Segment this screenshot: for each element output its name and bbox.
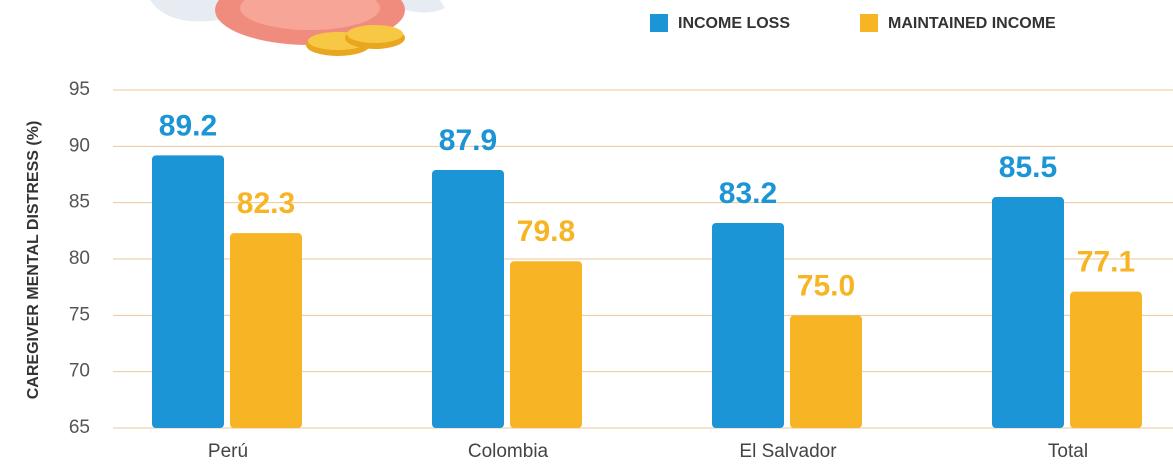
bar — [510, 261, 582, 428]
value-label: 79.8 — [517, 215, 575, 248]
bar — [230, 233, 302, 428]
legend-label: INCOME LOSS — [678, 15, 790, 32]
legend-swatch — [860, 14, 878, 32]
bar — [432, 169, 504, 428]
coin — [347, 25, 403, 43]
value-label: 82.3 — [237, 187, 295, 220]
y-tick-label: 65 — [69, 417, 90, 438]
piggy-highlight — [240, 0, 380, 30]
value-label: 85.5 — [999, 151, 1057, 184]
value-label: 87.9 — [439, 124, 497, 157]
y-axis-label: CAREGIVER MENTAL DISTRESS (%) — [25, 121, 42, 400]
y-tick-label: 85 — [69, 192, 90, 213]
bar — [992, 197, 1064, 428]
y-tick-label: 80 — [69, 248, 90, 269]
value-label: 83.2 — [719, 177, 777, 210]
y-tick-label: 90 — [69, 135, 90, 156]
x-tick-label: Total — [1048, 441, 1088, 462]
y-tick-label: 70 — [69, 361, 90, 382]
x-tick-label: El Salvador — [739, 441, 837, 462]
x-tick-label: Perú — [208, 441, 248, 462]
value-label: 75.0 — [797, 269, 855, 302]
legend-swatch — [650, 14, 668, 32]
value-label: 77.1 — [1077, 246, 1135, 279]
x-tick-label: Colombia — [468, 441, 549, 462]
legend-label: MAINTAINED INCOME — [888, 15, 1056, 32]
bar — [152, 155, 224, 428]
bar — [790, 315, 862, 428]
bar — [1070, 291, 1142, 428]
bar — [712, 222, 784, 428]
illustration — [150, 0, 445, 56]
y-tick-label: 95 — [69, 79, 90, 100]
y-tick-label: 75 — [69, 304, 90, 325]
value-label: 89.2 — [159, 109, 217, 142]
